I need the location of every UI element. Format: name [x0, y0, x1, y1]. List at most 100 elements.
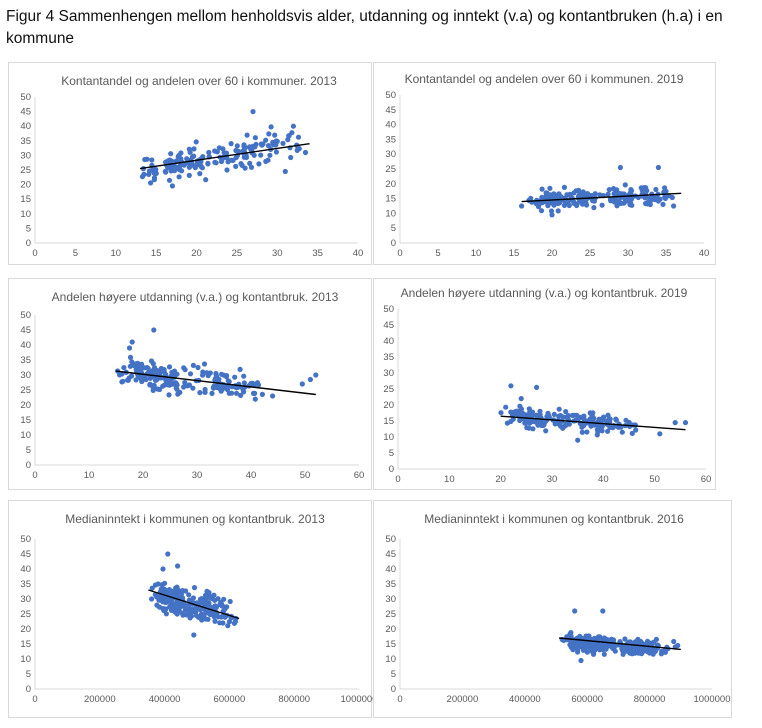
y-tick-label: 10 [20, 209, 31, 220]
scatter-point [213, 370, 219, 377]
scatter-chart: Kontantandel og andelen over 60 i kommun… [20, 74, 363, 259]
scatter-point [188, 598, 194, 604]
chart-panel-education-2019: Andelen høyere utdanning (v.a.) og konta… [373, 278, 716, 490]
chart-panel-income-2013: Medianinntekt i kommunen og kontantbruk.… [8, 500, 373, 718]
y-tick-label: 45 [20, 325, 31, 336]
scatter-point [508, 409, 514, 415]
scatter-point [672, 420, 678, 426]
scatter-point [120, 378, 126, 384]
scatter-point [629, 202, 635, 208]
scatter-point [578, 657, 584, 664]
scatter-point [579, 429, 585, 435]
scatter-point [671, 638, 677, 645]
scatter-point [174, 164, 181, 171]
scatter-point [182, 379, 188, 386]
scatter-point [584, 202, 590, 208]
scatter-point [206, 149, 212, 156]
scatter-point [192, 165, 198, 171]
y-tick-label: 20 [20, 180, 31, 191]
scatter-point [263, 137, 269, 143]
scatter-point [181, 162, 187, 168]
y-tick-label: 50 [385, 90, 396, 101]
scatter-point [217, 386, 223, 392]
x-tick-label: 60 [701, 474, 712, 485]
scatter-point [234, 143, 240, 149]
scatter-point [169, 183, 175, 189]
scatter-point [288, 154, 294, 161]
scatter-point [611, 191, 617, 197]
scatter-point [640, 646, 646, 652]
y-tick-label: 25 [20, 385, 31, 396]
scatter-point [217, 601, 223, 608]
scatter-point [663, 188, 669, 194]
scatter-point [152, 582, 159, 588]
scatter-point [531, 418, 537, 424]
y-tick-label: 25 [385, 164, 396, 175]
scatter-point [252, 390, 258, 396]
scatter-point [229, 390, 235, 396]
scatter-point [644, 188, 650, 194]
scatter-point [591, 205, 597, 211]
y-tick-label: 0 [391, 238, 396, 249]
x-tick-label: 30 [192, 470, 203, 481]
scatter-point [647, 640, 653, 646]
scatter-point [201, 615, 207, 621]
scatter-point [518, 396, 524, 402]
scatter-point [127, 354, 134, 360]
scatter-point [268, 124, 274, 130]
scatter-point [152, 365, 158, 371]
scatter-point [560, 414, 566, 420]
x-tick-label: 40 [598, 474, 609, 485]
x-tick-label: 50 [649, 474, 660, 485]
scatter-point [194, 160, 201, 166]
scatter-point [186, 606, 192, 612]
scatter-point [530, 426, 536, 432]
scatter-point [587, 644, 593, 651]
scatter-point [186, 382, 192, 388]
y-tick-label: 10 [20, 654, 31, 665]
scatter-point [209, 390, 215, 396]
y-tick-label: 0 [391, 684, 396, 695]
scatter-point [166, 392, 172, 398]
scatter-point [169, 158, 175, 164]
x-tick-label: 400000 [149, 694, 181, 705]
scatter-point [225, 623, 231, 629]
scatter-point [655, 642, 661, 648]
scatter-point [597, 647, 603, 653]
scatter-point [551, 411, 557, 417]
y-tick-label: 15 [385, 194, 396, 205]
y-tick-label: 50 [20, 534, 31, 545]
scatter-point [563, 409, 569, 415]
scatter-point [556, 413, 562, 419]
scatter-point [205, 161, 211, 167]
scatter-point [554, 420, 560, 427]
scatter-point [147, 382, 153, 388]
figure-title: Figur 4 Sammenhengen mellom henholdsvis … [6, 8, 723, 47]
scatter-point [675, 642, 681, 649]
scatter-point [171, 368, 178, 374]
scatter-point [567, 631, 573, 637]
scatter-point [282, 168, 288, 175]
x-tick-label: 10 [444, 474, 455, 485]
scatter-point [551, 201, 557, 207]
trendline [521, 192, 682, 203]
scatter-chart: Andelen høyere utdanning (v.a.) og konta… [383, 286, 712, 485]
scatter-point [592, 191, 598, 197]
chart-title: Andelen høyere utdanning (v.a.) og konta… [401, 286, 688, 300]
scatter-point [635, 636, 641, 642]
y-tick-label: 30 [20, 150, 31, 161]
scatter-point [243, 154, 250, 160]
scatter-point [176, 174, 182, 180]
scatter-point [547, 185, 553, 191]
scatter-point [659, 648, 665, 654]
scatter-point [212, 375, 219, 381]
scatter-point [173, 380, 179, 386]
scatter-point [121, 365, 127, 371]
trendline [559, 637, 681, 651]
scatter-point [158, 586, 164, 592]
x-tick-label: 30 [272, 248, 283, 259]
scatter-point [127, 363, 133, 369]
scatter-point [184, 612, 190, 618]
scatter-point [627, 643, 634, 649]
scatter-point [166, 177, 173, 183]
